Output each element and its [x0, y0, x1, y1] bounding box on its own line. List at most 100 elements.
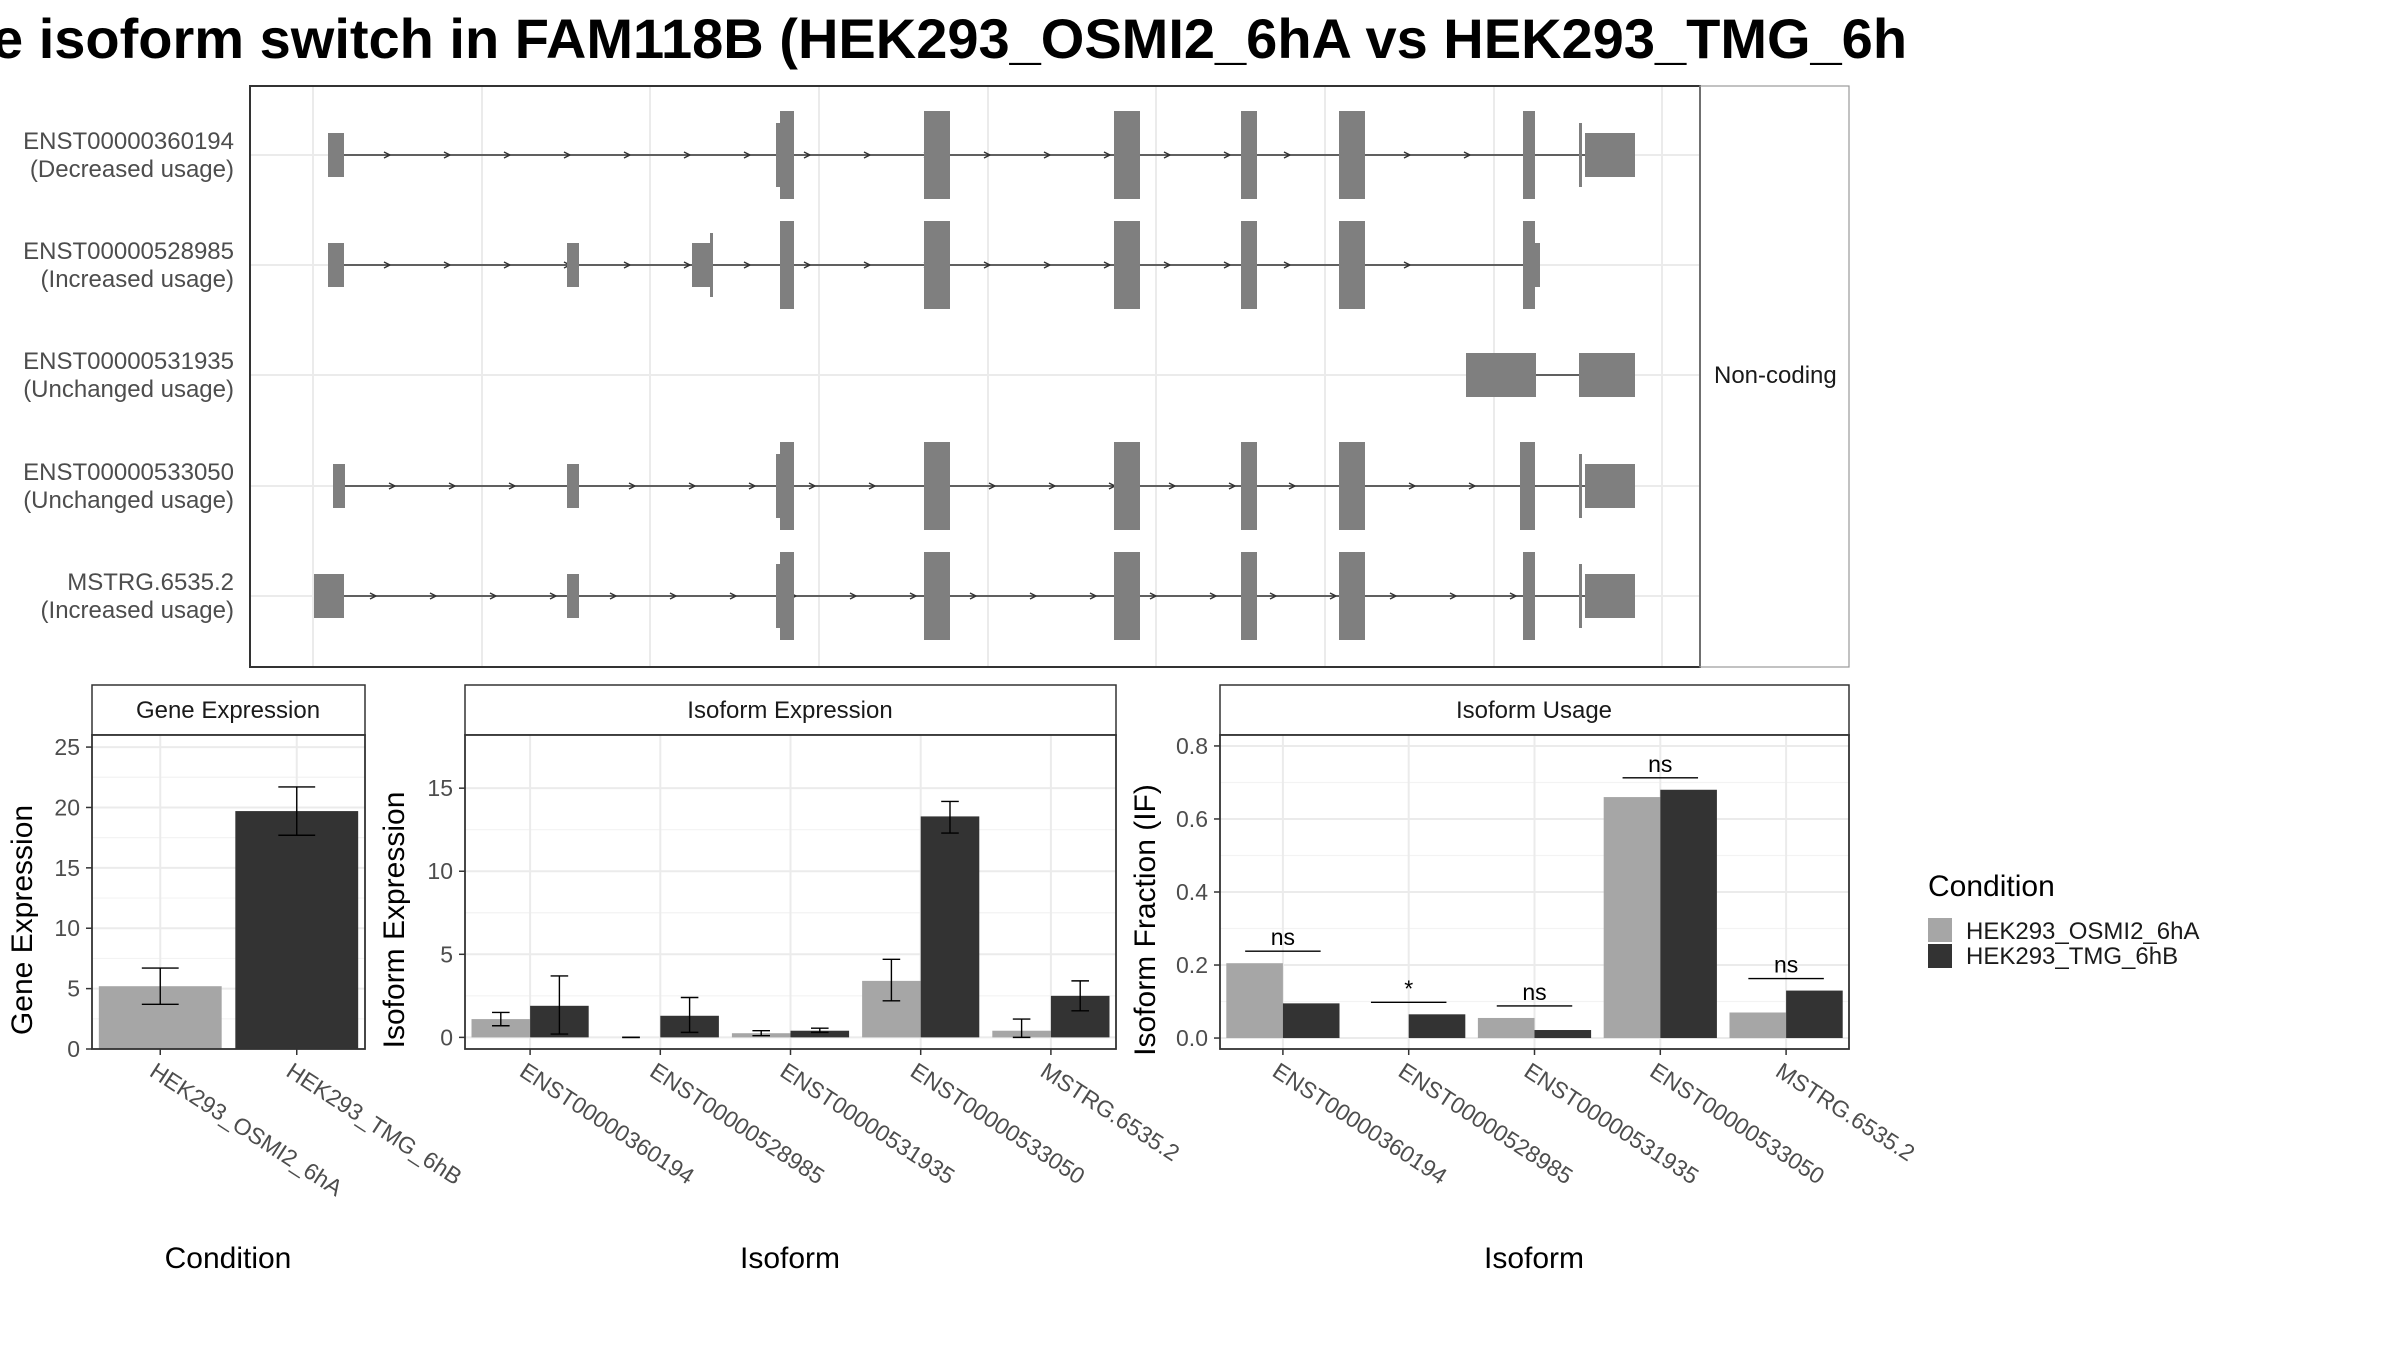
y-tick-label: 15	[54, 855, 80, 881]
coding-exon	[328, 243, 344, 287]
bar-HEK293_OSMI2_6hA-MSTRG.6535.2	[1729, 1012, 1787, 1039]
strand-arrow	[849, 592, 858, 600]
coding-exon	[567, 574, 579, 618]
strand-arrow	[1209, 592, 1218, 600]
plot-border	[91, 734, 366, 1050]
coding-exon	[1114, 442, 1140, 530]
transcript-rows	[314, 111, 1635, 640]
coding-exon	[1241, 442, 1257, 530]
y-tick-label: 0.2	[1176, 952, 1208, 978]
coding-exon	[1241, 221, 1257, 309]
bar-HEK293_OSMI2_6hA-ENST00000360194	[471, 1019, 531, 1038]
bar-HEK293_TMG_6hB-MSTRG.6535.2	[1786, 990, 1843, 1039]
bar-HEK293_TMG_6hB-ENST00000533050	[1660, 789, 1717, 1039]
strand-arrow	[429, 592, 438, 600]
legend-label-osmi2: HEK293_OSMI2_6hA	[1966, 918, 2199, 945]
bar-HEK293_OSMI2_6hA-ENST00000360194	[1226, 963, 1283, 1039]
strand-arrow	[1048, 482, 1057, 490]
coding-exon	[1339, 552, 1365, 640]
strand-arrow	[623, 261, 632, 269]
transcript-usage-label: (Increased usage)	[41, 266, 234, 293]
plot-border	[464, 734, 1117, 1050]
bar-HEK293_TMG_6hB-ENST00000360194	[1282, 1003, 1340, 1039]
coding-exon	[1241, 111, 1257, 199]
strand-arrow	[863, 261, 872, 269]
strand-arrow	[388, 482, 397, 490]
strand-arrow	[383, 151, 392, 159]
strand-arrow	[489, 592, 498, 600]
strand-arrow	[669, 592, 678, 600]
figure-title: e isoform switch in FAM118B (HEK293_OSMI…	[0, 7, 1907, 70]
transcript-id-label: ENST00000528985	[23, 238, 234, 265]
coding-exon	[780, 111, 794, 199]
coding-exon	[567, 464, 579, 508]
isoform-expression-y-axis-title: Isoform Expression	[378, 792, 411, 1049]
isoform-expression-panel: Isoform Expression 051015ENST00000360194…	[378, 684, 1184, 1275]
transcript-row-ENST00000528985	[328, 221, 1540, 309]
transcript-id-label: ENST00000531935	[23, 348, 234, 375]
transcript-usage-label: (Increased usage)	[41, 597, 234, 624]
strand-arrow	[1223, 261, 1232, 269]
strand-arrow	[623, 151, 632, 159]
bar-HEK293_TMG_6hB-ENST00000533050	[920, 816, 980, 1038]
coding-exon	[1523, 221, 1535, 309]
y-tick-label: 25	[54, 734, 80, 760]
coding-exon	[1114, 221, 1140, 309]
coding-exon	[1579, 123, 1582, 187]
isoform-usage-plot: 0.00.20.40.60.8nsENST00000360194*ENST000…	[1176, 733, 1920, 1189]
coding-exon	[1339, 442, 1365, 530]
isoform-usage-strip-label: Isoform Usage	[1456, 697, 1612, 724]
transcript-row-ENST00000533050	[333, 442, 1635, 530]
isoform-expression-plot: 051015ENST00000360194ENST00000528985ENST…	[427, 734, 1184, 1189]
coding-exon	[1114, 111, 1140, 199]
coding-exon	[1523, 552, 1535, 640]
strand-arrow	[1288, 482, 1297, 490]
isoform-usage-x-axis-title: Isoform	[1484, 1242, 1584, 1275]
strand-arrow	[448, 482, 457, 490]
strand-arrow	[1043, 151, 1052, 159]
strand-arrow	[1089, 592, 1098, 600]
isoform-expression-x-axis-title: Isoform	[740, 1242, 840, 1275]
coding-exon	[780, 442, 794, 530]
coding-exon	[710, 233, 713, 297]
utr-exon	[692, 243, 712, 287]
bar-HEK293_OSMI2_6hA-ENST00000531935	[1477, 1017, 1535, 1039]
strand-arrow	[508, 482, 517, 490]
strand-arrow	[1103, 151, 1112, 159]
y-tick-label: 5	[67, 976, 80, 1002]
legend-swatch-tmg	[1928, 944, 1952, 968]
coding-exon	[333, 464, 345, 508]
coding-exon	[780, 552, 794, 640]
y-tick-label: 10	[427, 858, 453, 884]
legend: Condition HEK293_OSMI2_6hA HEK293_TMG_6h…	[1928, 870, 2199, 970]
coding-exon	[780, 221, 794, 309]
transcript-side-border	[1699, 85, 1850, 668]
strand-arrow	[1168, 482, 1177, 490]
strand-arrow	[1163, 151, 1172, 159]
gene-expression-x-axis-title: Condition	[165, 1242, 292, 1275]
strand-arrow	[1043, 261, 1052, 269]
non-coding-label: Non-coding	[1714, 362, 1837, 389]
strand-arrow	[988, 482, 997, 490]
strand-arrow	[563, 151, 572, 159]
coding-exon	[1523, 111, 1535, 199]
strand-arrow	[1449, 592, 1458, 600]
coding-exon	[1241, 552, 1257, 640]
coding-exon	[924, 552, 950, 640]
y-tick-label: 5	[440, 941, 453, 967]
bar-HEK293_TMG_6hB-ENST00000528985	[1408, 1014, 1466, 1039]
strand-arrow	[1329, 592, 1338, 600]
strand-arrow	[1403, 261, 1412, 269]
coding-exon	[1114, 552, 1140, 640]
transcript-usage-label: (Decreased usage)	[30, 156, 234, 183]
utr-exon	[314, 574, 344, 618]
strand-arrow	[729, 592, 738, 600]
strand-arrow	[369, 592, 378, 600]
y-tick-label: 15	[427, 775, 453, 801]
coding-exon	[924, 111, 950, 199]
legend-title: Condition	[1928, 870, 2055, 903]
strand-arrow	[743, 261, 752, 269]
bar-HEK293_TMG_6hB-ENST00000531935	[790, 1030, 850, 1038]
y-tick-label: 0.0	[1176, 1025, 1208, 1051]
